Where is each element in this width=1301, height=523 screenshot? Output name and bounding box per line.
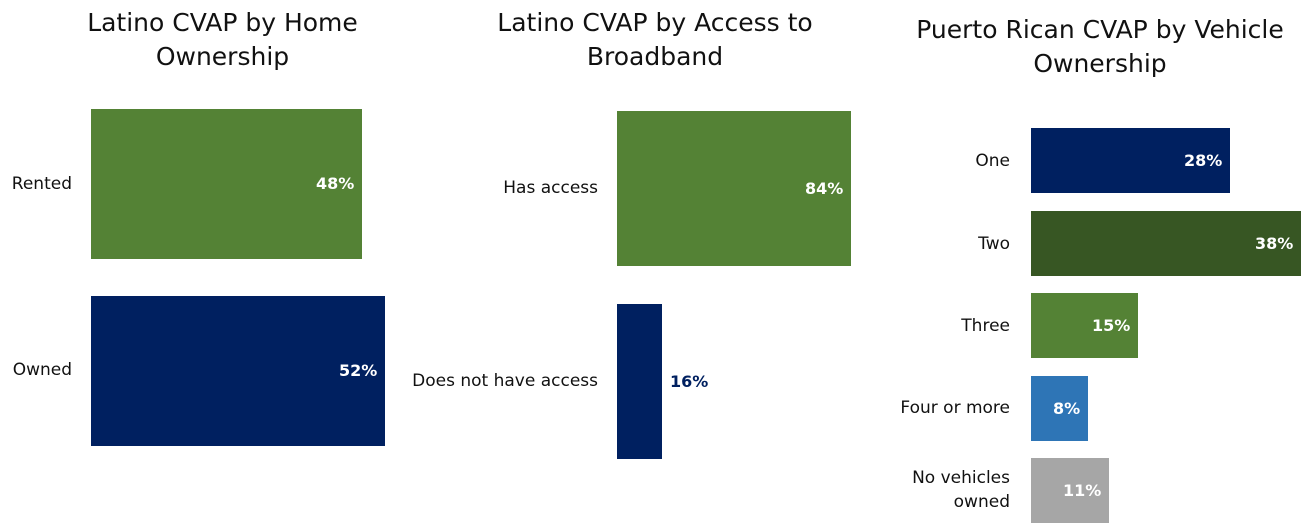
data-label: 8% xyxy=(1053,398,1081,418)
chart-home-ownership: Latino CVAP by Home Ownership Rented 48%… xyxy=(0,0,420,518)
data-label: 52% xyxy=(339,361,378,380)
bar xyxy=(91,296,385,446)
bar xyxy=(1031,293,1138,358)
bar xyxy=(91,109,362,259)
bar xyxy=(1031,376,1088,441)
data-label: 15% xyxy=(1092,315,1131,335)
bar xyxy=(617,304,662,459)
category-label: No vehicles owned xyxy=(912,468,1010,512)
category-label: One xyxy=(975,151,1010,171)
category-label: Rented xyxy=(11,174,72,194)
data-label: 16% xyxy=(670,371,709,391)
data-label: 38% xyxy=(1255,233,1294,253)
category-label: Three xyxy=(961,316,1010,336)
chart-title: Latino CVAP by Home Ownership xyxy=(87,8,358,71)
chart-broadband-access: Latino CVAP by Access to Broadband Has a… xyxy=(412,8,851,459)
data-label: 48% xyxy=(316,174,355,193)
chart-title: Latino CVAP by Access to Broadband xyxy=(497,8,813,71)
chart-title: Puerto Rican CVAP by Vehicle Ownership xyxy=(916,15,1284,78)
bar xyxy=(617,111,851,266)
bar xyxy=(1031,128,1230,193)
category-label: Owned xyxy=(12,360,72,380)
category-label: Two xyxy=(978,234,1010,254)
data-label: 11% xyxy=(1063,480,1102,500)
category-label: Four or more xyxy=(900,398,1010,418)
category-label: Does not have access xyxy=(412,371,598,391)
data-label: 28% xyxy=(1184,150,1223,170)
category-label: Has access xyxy=(503,178,598,198)
data-label: 84% xyxy=(805,178,844,198)
bar xyxy=(1031,211,1301,276)
bar xyxy=(1031,458,1109,523)
